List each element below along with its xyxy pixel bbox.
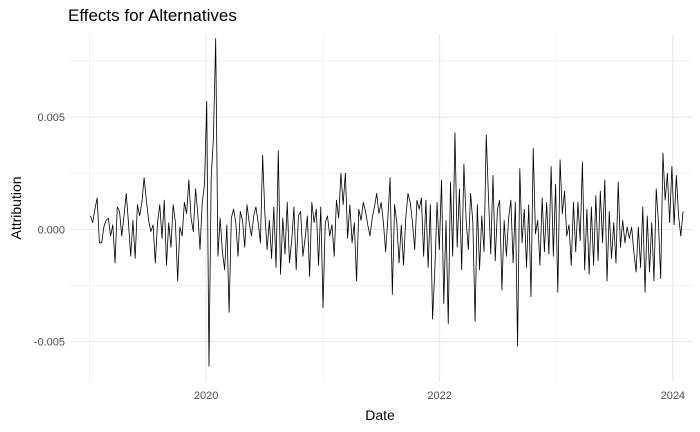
series-line <box>90 38 684 367</box>
x-tick-label: 2020 <box>194 390 218 402</box>
y-tick-label: 0.005 <box>37 112 65 124</box>
x-tick-label: 2024 <box>661 390 685 402</box>
y-tick-label: 0.000 <box>37 224 65 236</box>
x-axis-label: Date <box>365 407 395 423</box>
x-tick-label: 2022 <box>427 390 451 402</box>
y-tick-label: -0.005 <box>34 337 65 349</box>
x-tick-labels: 2020 2022 2024 <box>194 390 685 402</box>
grid <box>70 34 692 382</box>
chart-title: Effects for Alternatives <box>68 6 237 25</box>
y-tick-labels: -0.005 0.000 0.005 <box>34 112 65 349</box>
y-axis-label: Attribution <box>8 176 24 239</box>
